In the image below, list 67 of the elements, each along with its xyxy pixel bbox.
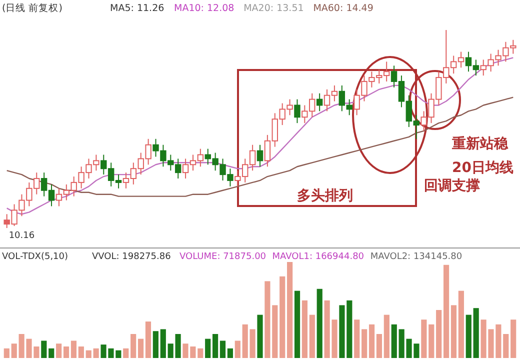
bar [4, 348, 10, 358]
bar [138, 338, 144, 358]
bar [220, 340, 226, 358]
bar [287, 262, 293, 358]
bar [242, 324, 248, 358]
bar [205, 338, 211, 358]
bar [503, 334, 509, 358]
bar [212, 334, 218, 358]
bar [234, 340, 240, 358]
bar [86, 350, 92, 358]
text: MA60: 14.49 [313, 3, 374, 14]
bar [384, 314, 390, 358]
bar [264, 281, 270, 358]
bar [473, 308, 479, 358]
bar [11, 344, 17, 358]
bar [63, 346, 70, 358]
bar [280, 276, 286, 358]
chart-title: VOL-TDX(5,10) [2, 252, 68, 262]
bar [428, 324, 434, 358]
bar [362, 329, 368, 358]
bar [93, 348, 99, 358]
annotation: 回调支撑 [424, 178, 480, 194]
bar [160, 329, 166, 358]
bar [123, 348, 129, 358]
annotation: VOLUME: 71875.00 [180, 252, 266, 262]
bar [70, 340, 77, 358]
annotation: VVOL: 198275.86 [92, 252, 172, 262]
chart-title: (日线 前复权) [2, 2, 62, 14]
bar [227, 348, 233, 358]
bar [458, 290, 464, 358]
bar [316, 288, 322, 358]
bar [257, 314, 263, 358]
bar [466, 314, 472, 358]
text: MA20: 13.51 [244, 3, 304, 14]
bar [391, 324, 397, 358]
candlestick [294, 98, 300, 124]
bar [250, 329, 256, 358]
text: 10.16 [8, 231, 35, 241]
annotation: MAVOL1: 166944.80 [272, 252, 364, 262]
annotation: 重新站稳 [451, 135, 509, 152]
annotation: 20日均线 [452, 160, 514, 176]
annotation: MAVOL2: 134145.80 [370, 252, 462, 262]
bar [152, 331, 158, 358]
bar [368, 324, 375, 358]
bar [302, 300, 308, 358]
text: MA5: 11.26 [110, 3, 164, 14]
annotation: 多头排列 [297, 188, 353, 204]
bar [78, 346, 84, 358]
bar [443, 264, 450, 358]
candlestick [316, 92, 323, 112]
bar [145, 322, 152, 358]
bar [198, 348, 204, 358]
bar [272, 305, 278, 358]
bar [376, 334, 382, 358]
bar [56, 344, 62, 358]
bar [294, 290, 300, 358]
bar [421, 320, 427, 358]
bar [354, 320, 360, 358]
bar [450, 305, 457, 358]
candlestick [256, 144, 264, 168]
bar [130, 334, 136, 358]
bar [41, 340, 47, 358]
bar [48, 348, 54, 358]
text: MA10: 12.08 [174, 3, 234, 14]
bar [309, 314, 315, 358]
bar [436, 310, 442, 358]
bar [510, 320, 516, 358]
